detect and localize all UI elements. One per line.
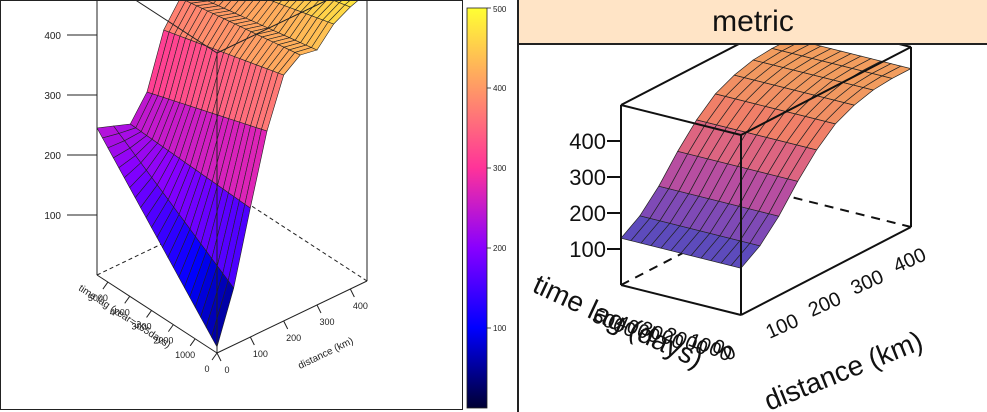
timelag-tick-label: 1000: [175, 350, 195, 360]
surface-facet: [278, 1, 290, 6]
colorbar-bar: [466, 7, 488, 409]
timelag-tick-mark: [102, 281, 109, 290]
distance-tick-label: 300: [319, 317, 334, 327]
surface-facet: [218, 1, 232, 9]
timelag-tick-label: 5000: [88, 293, 108, 303]
surface-facet: [881, 65, 912, 79]
top-left-edge: [620, 104, 742, 136]
distance-tick-label: 200: [286, 333, 301, 343]
timelag-tick-mark: [189, 338, 196, 347]
distance-tick-mark: [283, 320, 289, 330]
floor-edge-distance: [216, 280, 368, 354]
timelag-tick-mark: [211, 352, 218, 361]
right-surface-plot: metric 100 200 300 400 0 1000 2000 3000 4000 5000…: [517, 0, 987, 412]
surface-facet: [289, 1, 304, 11]
surface-facet: [338, 1, 350, 6]
z-tick-label: 200: [569, 201, 606, 226]
distance-tick-label: 100: [253, 349, 268, 359]
timelag-tick-mark: [167, 324, 174, 332]
colorbar-tick-label: 300: [493, 164, 507, 173]
z-tick-label: 300: [569, 165, 606, 190]
surface-facet: [344, 1, 358, 8]
top-back-edge: [620, 45, 740, 106]
distance-tick-mark: [316, 304, 322, 314]
colorbar: 100 200 300 400 500: [465, 0, 515, 412]
left-surface-plot: 100 200 300 400 0 100 200 300 400 0 1000 2000 3000 40…: [0, 0, 463, 410]
colorbar-tick-label: 200: [493, 244, 507, 253]
surface-facet: [284, 1, 297, 8]
floor-edge-distance: [740, 226, 912, 316]
distance-tick-label: 0: [224, 365, 229, 375]
z-tick-label: 300: [44, 91, 61, 102]
colorbar-tick-label: 100: [493, 324, 507, 333]
distance-tick-mark: [349, 288, 355, 298]
left-surface-svg: 1002003004000100200300400010002000300040…: [44, 1, 368, 375]
timelag-tick-label: 2000: [153, 336, 173, 346]
right-surface-svg: 1002003004000100020003000400050000100200…: [528, 45, 930, 412]
colorbar-svg: 100 200 300 400 500: [466, 5, 507, 409]
floor-edge-timelag: [96, 274, 218, 354]
timelag-axis-label: time lag (days): [528, 268, 708, 374]
surface-facet: [212, 1, 224, 7]
top-front-edge: [216, 1, 327, 54]
distance-tick-label: 400: [890, 244, 929, 278]
distance-tick-label: 200: [805, 288, 844, 322]
distance-tick-label: 400: [353, 301, 368, 311]
distance-tick-label: 300: [848, 266, 887, 300]
timelag-tick-mark: [124, 295, 131, 304]
timelag-tick-label: 4000: [110, 307, 130, 317]
surface-facet: [771, 45, 795, 52]
distance-tick-mark: [249, 336, 255, 346]
z-tick-label: 100: [44, 211, 61, 222]
timelag-tick-label: 0: [204, 364, 209, 374]
distance-axis-label: distance (km): [760, 325, 927, 412]
distance-tick-label: 100: [763, 310, 802, 344]
top-front-edge: [740, 46, 912, 136]
top-left-edge: [136, 1, 218, 54]
surface-facet: [294, 1, 312, 13]
strip-title-text: metric: [712, 4, 794, 38]
back-floor-edge-y: [246, 202, 368, 282]
colorbar-tick-label: 500: [493, 5, 507, 14]
distance-tick-mark: [216, 352, 222, 362]
z-tick-label: 400: [569, 129, 606, 154]
z-tick-label: 200: [44, 151, 61, 162]
surface-facet: [229, 1, 246, 14]
distance-axis-label: distance (km): [297, 336, 356, 372]
floor-edge-timelag: [620, 284, 742, 316]
panel-strip-title: metric: [519, 0, 987, 45]
z-tick-label: 400: [44, 31, 61, 42]
colorbar-tick-label: 400: [493, 84, 507, 93]
timelag-tick-mark: [146, 310, 152, 318]
surface-facet: [223, 1, 239, 12]
back-floor-edge-y: [790, 196, 912, 228]
z-tick-label: 100: [569, 237, 606, 262]
timelag-tick-label: 3000: [132, 321, 152, 331]
